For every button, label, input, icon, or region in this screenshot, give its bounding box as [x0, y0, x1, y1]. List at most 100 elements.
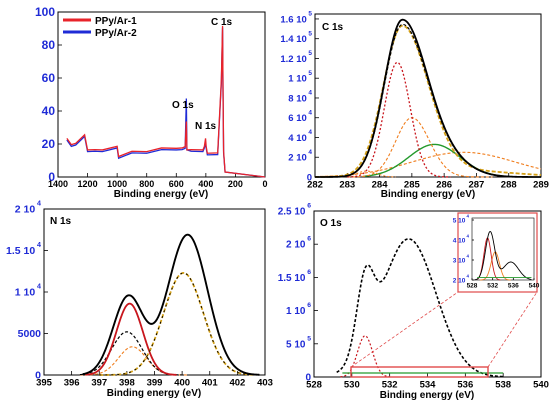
y-tick-label: 2.5 10: [278, 207, 306, 218]
y-tick-label: 0: [35, 370, 41, 382]
inset-black-curve: [474, 231, 532, 281]
survey-panel: 0 20 40 60 80 100 1400 1200 1000 800 600 400 200 0 P…: [35, 5, 268, 200]
y-tick-exponent: 6: [307, 236, 311, 243]
survey-x-axis-label: Binding energy (eV): [114, 189, 208, 200]
y-tick-exponent: 4: [37, 241, 41, 249]
x-tick-label: 396: [64, 378, 80, 389]
y-tick-exponent: 4: [308, 90, 312, 97]
y-tick-label: 6 10: [288, 113, 307, 124]
x-tick-label: 540: [529, 283, 540, 290]
n1s-curves: [79, 233, 260, 376]
legend-label-ppy-ar-2: PPy/Ar-2: [95, 28, 137, 39]
y-tick-label: 8 10: [288, 93, 307, 104]
x-tick-label: 286: [436, 180, 452, 191]
c1s-cn-component: [347, 117, 493, 178]
x-tick-label: 1200: [78, 179, 98, 189]
survey-peak-label-c1s: C 1s: [211, 17, 233, 28]
y-tick-exponent: 5: [308, 30, 312, 37]
x-tick-label: 800: [139, 179, 154, 189]
y-tick-exponent: 6: [307, 203, 311, 210]
x-tick-label: 284: [372, 180, 389, 191]
legend-label-ppy-ar-1: PPy/Ar-1: [95, 16, 137, 27]
o1s-inset-x-axis: 528 532 536 540: [467, 278, 540, 290]
y-tick-label: 2 10: [15, 204, 36, 216]
y-tick-exponent: 4: [467, 234, 470, 239]
y-tick-label: 0: [305, 373, 311, 384]
y-tick-label: 0: [307, 172, 312, 183]
y-tick-exponent: 5: [307, 335, 311, 342]
y-tick-exponent: 4: [308, 109, 312, 116]
x-tick-label: 1400: [48, 179, 68, 189]
c1s-x-axis-label: Binding energy (eV): [381, 189, 475, 200]
y-tick-label: 5 10: [286, 339, 306, 350]
c1s-fit-curve: [314, 24, 542, 178]
y-tick-label: 5000: [18, 328, 42, 340]
y-tick-exponent: 5: [308, 11, 312, 18]
o1s-panel-title: O 1s: [320, 218, 342, 229]
n1s-x-axis: 395 396 397 398 399 400 401 402 403: [36, 371, 273, 389]
o1s-inset-curves: [474, 231, 532, 281]
y-tick-label: 1.2 10: [280, 54, 306, 65]
y-tick-label: 0: [48, 170, 55, 184]
o1s-envelope-curve: [336, 238, 504, 378]
c1s-plot-frame: [314, 13, 542, 178]
x-tick-label: 528: [467, 283, 478, 290]
survey-peak-label-o1s: O 1s: [172, 100, 194, 111]
y-tick-exponent: 4: [308, 129, 312, 136]
x-tick-label: 528: [306, 380, 322, 391]
o1s-inset-plot-frame: [471, 217, 535, 281]
y-tick-exponent: 5: [308, 70, 312, 77]
c1s-envelope-dashed: [315, 23, 541, 178]
y-tick-label: 1.6 10: [280, 14, 306, 25]
x-tick-label: 400: [198, 179, 213, 189]
n1s-panel-title: N 1s: [50, 216, 72, 227]
n1s-fit-overlay: [99, 272, 254, 376]
o1s-zoom-connector-left: [350, 291, 459, 368]
y-tick-label: 1.4 10: [280, 34, 306, 45]
y-tick-label: 20: [42, 137, 56, 151]
survey-series-ppy-ar-1: [66, 25, 266, 178]
y-tick-exponent: 6: [307, 269, 311, 276]
c1s-envelope-curve: [315, 18, 541, 178]
x-tick-label: 283: [339, 180, 355, 191]
survey-x-axis: 1400 1200 1000 800 600 400 200 0: [48, 173, 268, 189]
o1s-x-axis-label: Binding energy (eV): [380, 390, 474, 401]
x-tick-label: 534: [420, 380, 437, 391]
x-tick-label: 530: [344, 380, 360, 391]
x-tick-label: 536: [508, 283, 519, 290]
y-tick-exponent: 5: [308, 50, 312, 57]
survey-y-axis: 0 20 40 60 80 100: [35, 5, 62, 184]
y-tick-label: 2 10: [286, 240, 306, 251]
x-tick-label: 0: [262, 179, 267, 189]
x-tick-label: 1000: [107, 179, 127, 189]
y-tick-label: 1 10: [288, 74, 307, 85]
x-tick-label: 282: [307, 180, 323, 191]
y-tick-label: 60: [42, 71, 56, 85]
y-tick-exponent: 4: [467, 254, 470, 259]
x-tick-label: 402: [229, 378, 245, 389]
y-tick-label: 2 10: [288, 153, 307, 164]
y-tick-label: 5 10: [453, 217, 466, 224]
y-tick-label: 80: [42, 38, 56, 52]
y-tick-label: 100: [35, 5, 55, 19]
x-tick-label: 536: [457, 380, 473, 391]
o1s-zoom-box: [350, 366, 489, 378]
x-tick-label: 399: [147, 378, 163, 389]
survey-plot-frame: [57, 11, 266, 178]
y-tick-label: 4 10: [453, 237, 466, 244]
y-tick-exponent: 4: [308, 149, 312, 156]
x-tick-label: 395: [36, 378, 53, 389]
x-tick-label: 288: [501, 180, 517, 191]
y-tick-label: 1 10: [286, 306, 306, 317]
x-tick-label: 287: [468, 180, 484, 191]
y-tick-exponent: 4: [467, 274, 470, 279]
y-tick-label: 1.5 10: [6, 245, 35, 257]
c1s-curves: [314, 18, 542, 178]
x-tick-label: 289: [533, 180, 549, 191]
